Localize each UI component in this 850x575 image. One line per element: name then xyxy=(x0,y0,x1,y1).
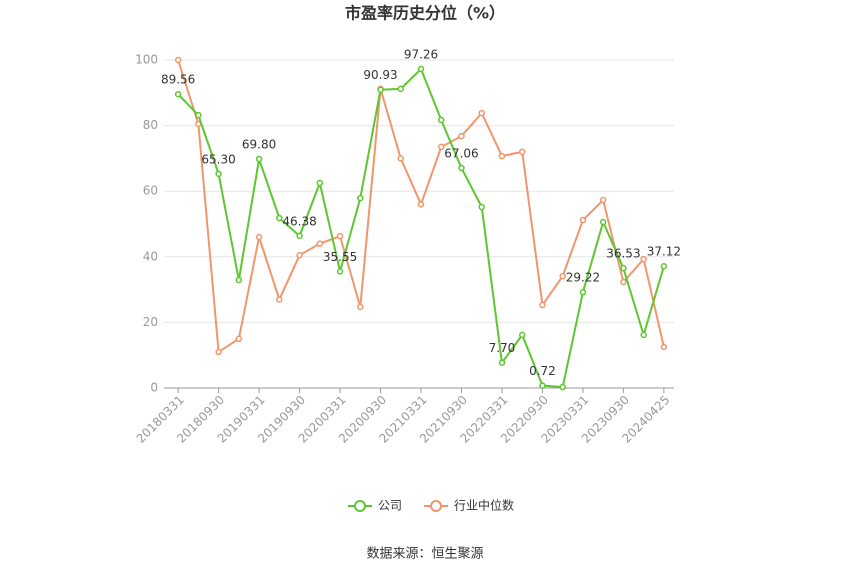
point xyxy=(660,343,668,351)
point xyxy=(478,203,485,211)
point xyxy=(276,296,283,303)
legend-marker xyxy=(430,500,443,512)
point xyxy=(539,301,546,309)
legend-label: 行业中位数 xyxy=(454,498,514,513)
point xyxy=(417,201,425,208)
point xyxy=(660,262,668,270)
point xyxy=(478,109,485,117)
point xyxy=(397,85,405,93)
data-label: 67.06 xyxy=(444,147,478,161)
point xyxy=(174,90,182,98)
point xyxy=(559,272,566,280)
data-label: 0.72 xyxy=(529,364,556,378)
point xyxy=(296,251,303,259)
y-tick-label: 80 xyxy=(143,118,158,132)
point xyxy=(498,152,506,160)
point xyxy=(579,216,587,224)
data-label: 46.38 xyxy=(282,214,316,228)
data-label: 36.53 xyxy=(606,247,640,261)
point xyxy=(336,268,344,275)
point xyxy=(599,196,607,204)
y-tick-label: 100 xyxy=(135,53,158,67)
y-tick-label: 20 xyxy=(143,315,158,329)
point xyxy=(640,331,647,339)
point xyxy=(518,148,526,156)
point xyxy=(397,155,405,162)
data-label: 97.26 xyxy=(404,47,438,61)
point xyxy=(215,348,222,356)
point xyxy=(559,383,566,391)
point xyxy=(640,255,647,263)
point xyxy=(215,170,222,178)
chart-title: 市盈率历史分位（%） xyxy=(345,4,505,23)
point xyxy=(276,214,283,222)
point xyxy=(498,359,506,366)
point xyxy=(316,240,324,247)
y-tick-label: 40 xyxy=(143,249,158,263)
data-label: 65.30 xyxy=(201,152,235,166)
point xyxy=(235,335,243,343)
point xyxy=(296,232,303,240)
data-label: 37.12 xyxy=(647,245,681,259)
point xyxy=(174,56,182,64)
data-label: 29.22 xyxy=(566,271,600,285)
point xyxy=(377,86,384,93)
data-label: 69.80 xyxy=(242,138,276,152)
point xyxy=(458,132,465,140)
point xyxy=(195,111,202,119)
point xyxy=(255,233,263,241)
y-tick-label: 0 xyxy=(150,381,158,395)
point xyxy=(620,264,627,272)
point xyxy=(357,303,364,311)
point xyxy=(620,278,627,286)
point xyxy=(437,143,445,151)
point xyxy=(579,288,587,296)
point xyxy=(255,155,263,163)
point xyxy=(458,164,465,172)
point xyxy=(599,218,607,226)
legend-label: 公司 xyxy=(378,499,402,513)
data-label: 90.93 xyxy=(363,68,397,82)
point xyxy=(417,65,425,73)
point xyxy=(539,382,546,389)
source: 数据来源：恒生聚源 xyxy=(366,547,483,562)
point xyxy=(437,116,445,124)
data-label: 7.70 xyxy=(489,341,516,355)
y-tick-label: 60 xyxy=(143,184,158,198)
series-line xyxy=(177,67,665,389)
legend-marker xyxy=(354,500,366,512)
point xyxy=(235,276,243,284)
data-label: 89.56 xyxy=(161,73,195,87)
point xyxy=(518,331,526,339)
data-label: 35.55 xyxy=(323,250,357,264)
point xyxy=(316,179,324,187)
point xyxy=(336,232,344,240)
point xyxy=(357,194,364,202)
